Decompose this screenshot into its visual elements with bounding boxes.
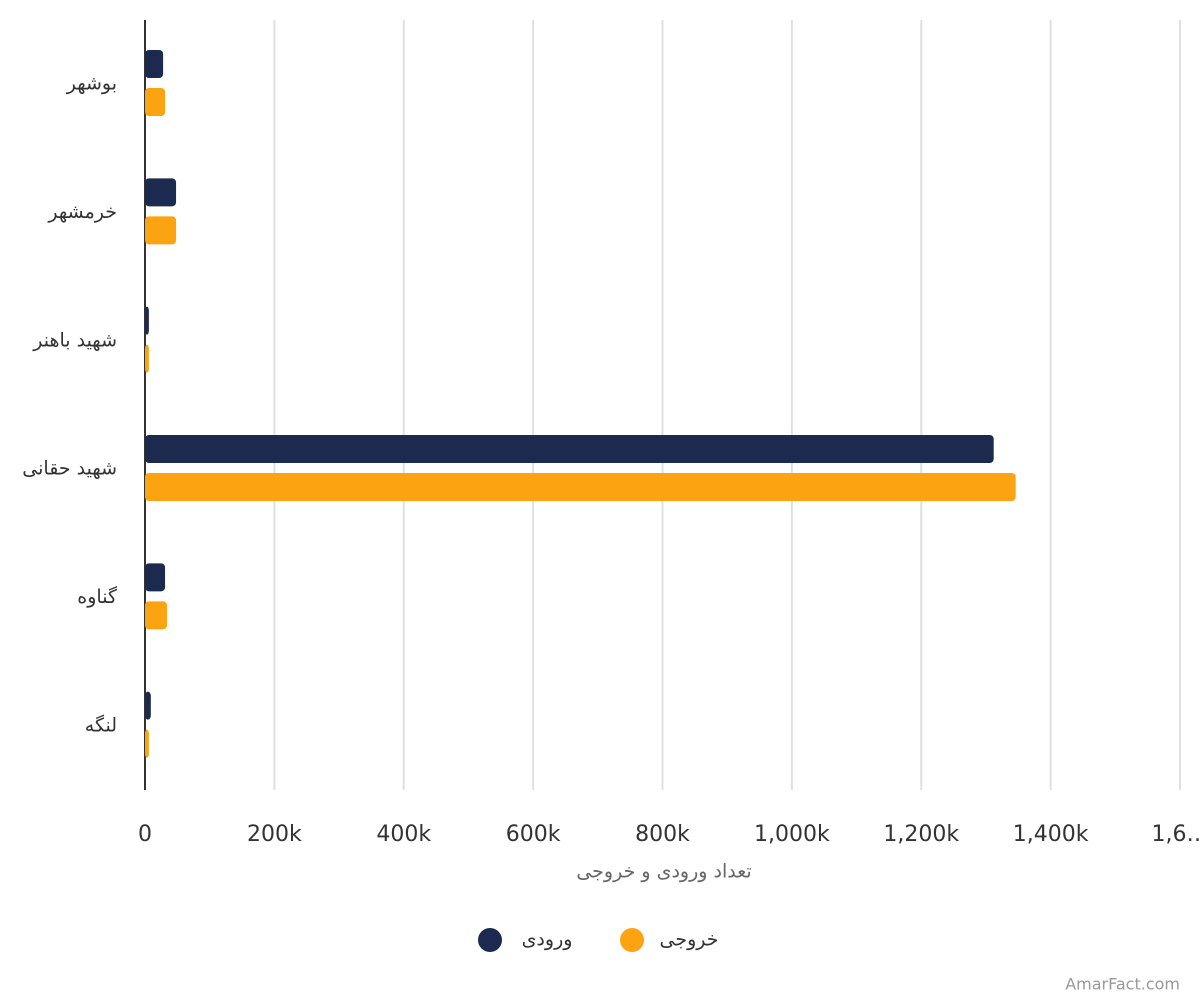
y-tick-label: شهید باهنر bbox=[32, 329, 117, 351]
x-tick-label: 1,400k bbox=[1013, 822, 1089, 847]
y-tick-label: لنگه bbox=[85, 713, 117, 736]
y-tick-label: خرمشهر bbox=[47, 201, 117, 223]
x-tick-label: 1,6… bbox=[1152, 822, 1200, 847]
y-tick-label: شهید حقانی bbox=[22, 458, 117, 480]
y-tick-label: گناوه bbox=[77, 585, 118, 608]
bar bbox=[145, 344, 149, 373]
y-tick-label: بوشهر bbox=[66, 73, 117, 95]
bar bbox=[145, 473, 1016, 501]
legend-marker bbox=[478, 928, 502, 952]
bar bbox=[145, 729, 149, 758]
x-tick-label: 1,200k bbox=[883, 822, 959, 847]
bar bbox=[145, 88, 166, 116]
credit: AmarFact.com bbox=[1065, 975, 1180, 994]
bar bbox=[145, 435, 994, 463]
bar bbox=[145, 178, 177, 207]
bar bbox=[145, 563, 166, 592]
bar bbox=[145, 691, 151, 720]
x-tick-label: 1,000k bbox=[754, 822, 830, 847]
legend-marker bbox=[620, 928, 644, 952]
x-tick-label: 0 bbox=[138, 822, 152, 847]
x-axis-title: تعداد ورودی و خروجی bbox=[576, 861, 751, 883]
bar bbox=[145, 216, 177, 245]
bar bbox=[145, 306, 149, 335]
bar bbox=[145, 50, 164, 78]
x-tick-label: 600k bbox=[506, 822, 561, 847]
bar bbox=[145, 601, 167, 630]
x-tick-label: 800k bbox=[635, 822, 690, 847]
legend-label: ورودی bbox=[522, 929, 573, 951]
x-tick-label: 400k bbox=[376, 822, 431, 847]
x-tick-label: 200k bbox=[247, 822, 302, 847]
legend-label: خروجی bbox=[660, 929, 719, 951]
